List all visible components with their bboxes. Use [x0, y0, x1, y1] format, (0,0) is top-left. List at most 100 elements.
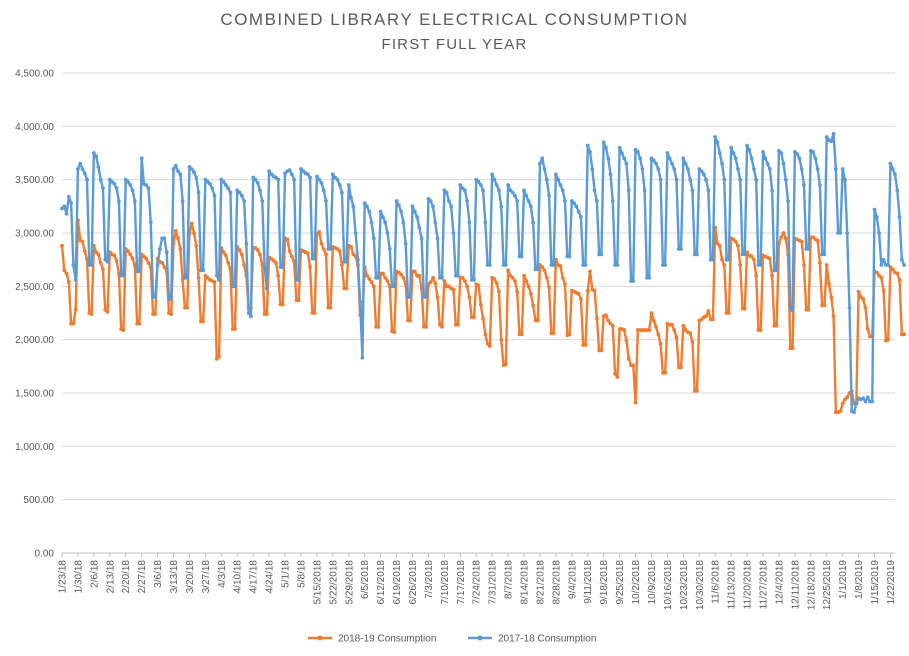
y-tick-label: 3,500.00: [15, 175, 54, 186]
data-point: [431, 204, 435, 209]
data-point: [144, 256, 149, 261]
data-point: [137, 321, 142, 326]
data-point: [148, 220, 153, 225]
x-tick-label: 1/8/2019: [854, 560, 865, 599]
data-point: [492, 177, 497, 182]
data-point: [121, 273, 126, 278]
data-point: [822, 303, 827, 308]
data-point: [567, 332, 572, 337]
data-point: [654, 161, 658, 166]
x-tick-label: 5/29/2018: [344, 560, 355, 605]
data-point: [783, 236, 788, 241]
data-point: [583, 343, 588, 347]
data-point: [588, 150, 592, 154]
y-tick-label: 2,500.00: [15, 282, 54, 293]
data-point: [274, 260, 278, 265]
data-point: [255, 248, 260, 252]
data-point: [262, 265, 267, 270]
data-point: [715, 140, 720, 145]
data-point: [328, 305, 333, 310]
data-point: [467, 295, 472, 299]
data-point: [62, 204, 67, 209]
data-point: [522, 188, 526, 193]
x-tick-label: 5/8/18: [296, 560, 307, 588]
x-tick-label: 11/20/2018: [743, 560, 754, 610]
data-point: [112, 182, 117, 186]
data-point: [376, 275, 381, 280]
data-point: [736, 243, 740, 248]
data-point: [78, 161, 83, 166]
legend-swatch-marker: [317, 635, 323, 641]
data-point: [631, 363, 636, 368]
data-point: [695, 252, 699, 257]
data-point: [879, 275, 884, 280]
data-point: [722, 177, 727, 182]
data-point: [387, 247, 392, 251]
data-point: [610, 199, 615, 203]
data-point: [576, 209, 581, 214]
data-point: [840, 167, 845, 171]
data-point: [66, 280, 71, 284]
data-point: [490, 172, 495, 177]
x-tick-label: 1/22/2019: [886, 560, 897, 605]
data-point: [742, 306, 747, 311]
data-point: [444, 190, 449, 195]
data-point: [487, 263, 492, 267]
data-point: [189, 221, 194, 226]
data-point: [690, 339, 695, 344]
data-point: [674, 335, 679, 340]
data-point: [246, 311, 251, 315]
data-point: [881, 288, 886, 293]
data-point: [861, 297, 866, 302]
data-point: [178, 172, 183, 177]
data-point: [392, 284, 397, 289]
data-point: [362, 201, 367, 206]
data-point: [817, 183, 822, 187]
data-point: [897, 215, 902, 219]
data-point: [396, 203, 401, 208]
data-point: [779, 151, 784, 155]
data-point: [80, 239, 85, 244]
data-point: [829, 139, 834, 144]
data-point: [711, 317, 715, 322]
data-point: [861, 396, 866, 401]
data-point: [872, 207, 877, 212]
data-point: [526, 199, 531, 203]
data-point: [221, 250, 226, 255]
data-point: [365, 204, 369, 209]
data-point: [76, 167, 80, 171]
x-tick-label: 4/10/18: [233, 560, 244, 594]
data-point: [101, 186, 105, 191]
data-point: [476, 283, 481, 288]
data-point: [344, 286, 349, 291]
data-point: [319, 180, 324, 185]
data-point: [233, 284, 237, 289]
data-point: [98, 260, 103, 265]
data-point: [117, 199, 121, 203]
x-tick-label: 9/25/2018: [615, 560, 626, 605]
data-point: [503, 263, 508, 267]
data-point: [779, 235, 784, 240]
data-point: [476, 179, 481, 184]
data-point: [563, 199, 567, 203]
data-point: [624, 161, 629, 166]
data-point: [169, 312, 174, 316]
x-tick-label: 3/20/18: [185, 560, 196, 594]
x-tick-label: 3/27/18: [201, 560, 212, 594]
data-point: [679, 365, 683, 370]
data-point: [510, 275, 515, 280]
data-point: [699, 169, 704, 174]
data-point: [615, 263, 620, 267]
data-point: [64, 211, 69, 216]
data-point: [214, 273, 219, 278]
data-point: [663, 263, 668, 267]
data-point: [717, 243, 722, 248]
data-point: [114, 186, 119, 191]
data-point: [228, 190, 233, 195]
data-point: [626, 356, 631, 361]
data-point: [574, 204, 579, 209]
data-point: [592, 288, 597, 293]
data-point: [139, 156, 144, 161]
data-point: [321, 188, 326, 193]
